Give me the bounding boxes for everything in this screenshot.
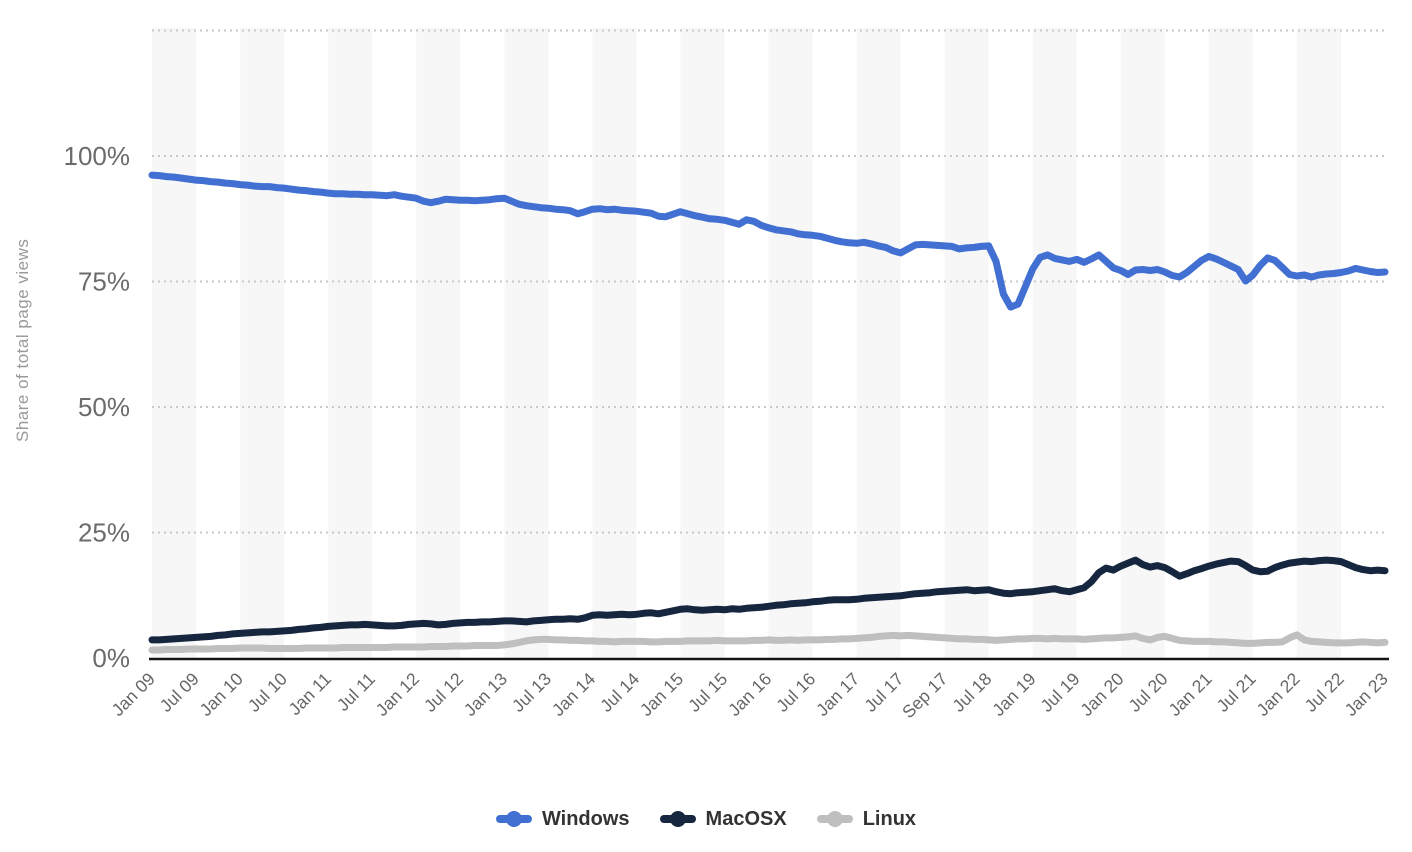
linux-series-marker-icon xyxy=(816,811,853,827)
x-tick-label: Jan 23 xyxy=(1341,669,1392,720)
legend-item-linux[interactable]: Linux xyxy=(816,807,917,831)
legend-marker-dot xyxy=(669,811,686,827)
background-stripe xyxy=(152,28,197,658)
background-stripe xyxy=(1208,28,1253,658)
legend-label: Windows xyxy=(541,807,630,830)
chart-legend: Windows MacOSX Linux xyxy=(0,798,1412,840)
y-axis-labels: 0% 25% 50% 75% 100% xyxy=(64,141,131,673)
x-tick-label: Jan 19 xyxy=(988,669,1039,720)
macosx-series-marker-icon xyxy=(659,811,696,827)
legend-marker-dot xyxy=(505,811,522,827)
background-stripe xyxy=(1032,28,1077,658)
background-stripe xyxy=(416,28,461,658)
x-tick-label: Sep 17 xyxy=(898,669,951,722)
x-tick-label: Jan 22 xyxy=(1252,669,1303,720)
x-tick-label: Jan 09 xyxy=(108,669,159,720)
x-tick-label: Jul 22 xyxy=(1301,669,1348,716)
background-stripe xyxy=(856,28,901,658)
background-stripe xyxy=(768,28,813,658)
x-tick-label: Jul 09 xyxy=(156,669,203,716)
x-tick-label: Jul 10 xyxy=(244,669,291,716)
x-tick-label: Jul 21 xyxy=(1213,669,1260,716)
series-line-linux xyxy=(148,631,1389,654)
y-tick-label: 25% xyxy=(78,518,130,548)
x-tick-label: Jul 11 xyxy=(333,669,379,715)
x-tick-label: Jul 20 xyxy=(1124,669,1171,716)
series-line-macosx xyxy=(148,556,1389,644)
x-tick-label: Jul 13 xyxy=(508,669,555,716)
legend-label: Linux xyxy=(862,807,917,830)
background-stripe xyxy=(240,28,285,658)
background-stripe xyxy=(1120,28,1165,658)
x-tick-label: Jul 19 xyxy=(1036,669,1083,716)
y-tick-label: 50% xyxy=(78,392,130,422)
legend-marker-dot xyxy=(826,811,843,827)
x-tick-label: Jan 21 xyxy=(1164,669,1215,720)
background-stripe xyxy=(504,28,549,658)
windows-series-marker-icon xyxy=(495,811,532,827)
x-tick-label: Jan 14 xyxy=(548,669,599,720)
gridlines xyxy=(152,29,1385,534)
background-stripe xyxy=(680,28,725,658)
y-tick-label: 75% xyxy=(78,267,130,297)
x-tick-label: Jul 14 xyxy=(596,669,643,716)
x-tick-label: Jan 17 xyxy=(812,669,863,720)
x-tick-label: Jan 16 xyxy=(724,669,775,720)
background-stripe xyxy=(328,28,373,658)
x-tick-label: Jul 12 xyxy=(420,669,467,716)
x-tick-label: Jul 16 xyxy=(772,669,819,716)
x-tick-label: Jan 10 xyxy=(196,669,247,720)
series-line-windows xyxy=(148,171,1389,311)
background-stripes xyxy=(152,28,1341,658)
background-stripe xyxy=(944,28,989,658)
x-tick-label: Jul 15 xyxy=(684,669,731,716)
y-tick-label: 0% xyxy=(92,643,130,673)
x-tick-label: Jan 12 xyxy=(372,669,423,720)
legend-label: MacOSX xyxy=(705,807,787,830)
background-stripe xyxy=(1296,28,1341,658)
legend-item-macosx[interactable]: MacOSX xyxy=(659,807,787,831)
y-tick-label: 100% xyxy=(64,141,131,171)
x-tick-label: Jan 13 xyxy=(460,669,511,720)
x-tick-label: Jan 11 xyxy=(285,669,335,719)
x-tick-label: Jan 20 xyxy=(1076,669,1127,720)
background-stripe xyxy=(592,28,637,658)
y-axis-title: Share of total page views xyxy=(13,238,32,442)
legend-item-windows[interactable]: Windows xyxy=(495,807,630,831)
x-tick-label: Jul 18 xyxy=(948,669,995,716)
x-tick-label: Jan 15 xyxy=(636,669,687,720)
